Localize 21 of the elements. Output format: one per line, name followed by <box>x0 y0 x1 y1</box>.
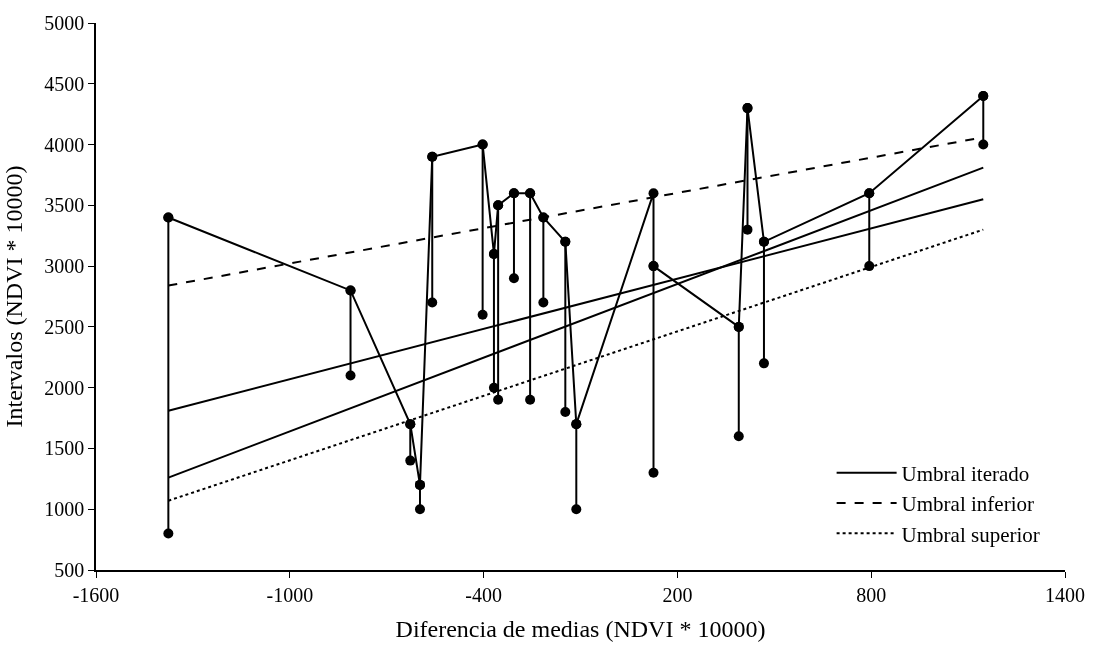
x-tick-label: 800 <box>856 583 887 606</box>
y-tick-label: 4500 <box>44 72 85 95</box>
x-tick-label: -400 <box>465 583 502 606</box>
legend-label: Umbral iterado <box>901 461 1030 486</box>
legend-label: Umbral inferior <box>901 492 1034 517</box>
x-axis-title: Diferencia de medias (NDVI * 10000) <box>395 615 766 642</box>
y-tick-label: 2000 <box>44 376 85 399</box>
y-tick-label: 1000 <box>44 498 85 521</box>
x-tick-label: -1600 <box>72 583 120 606</box>
y-tick-label: 4000 <box>44 133 85 156</box>
x-tick-label: 200 <box>662 583 693 606</box>
y-tick-label: 3500 <box>44 194 85 217</box>
y-tick-label: 1500 <box>44 437 85 460</box>
y-tick-label: 500 <box>54 559 85 581</box>
y-tick-label: 3000 <box>44 255 85 278</box>
y-tick-label: 5000 <box>44 12 85 34</box>
x-tick-label: -1000 <box>266 583 314 606</box>
y-axis-title: Intervalos (NDVI * 10000) <box>0 165 27 428</box>
legend-label: Umbral superior <box>901 522 1040 547</box>
x-tick-label: 1400 <box>1045 583 1085 606</box>
y-tick-label: 2500 <box>44 315 85 338</box>
